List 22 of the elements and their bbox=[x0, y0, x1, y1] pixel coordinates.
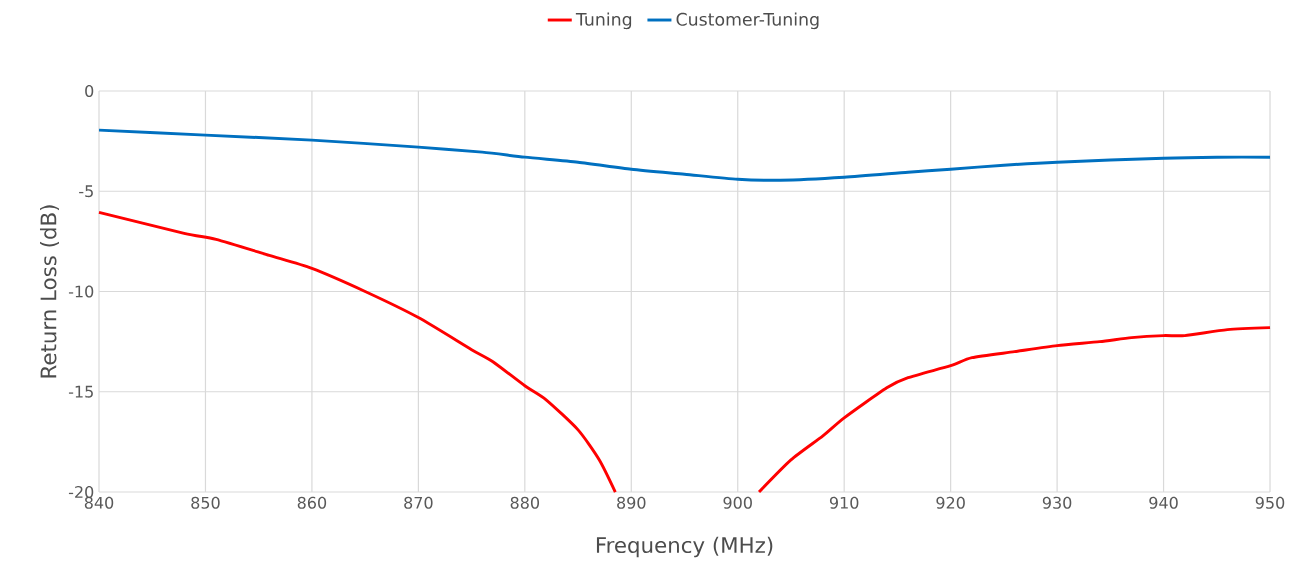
x-axis-title: Frequency (MHz) bbox=[596, 536, 773, 558]
x-tick-label: 930 bbox=[1042, 496, 1072, 509]
line-series bbox=[97, 128, 1272, 182]
x-tick-label: 950 bbox=[1255, 496, 1285, 509]
y-tick-label: 0 bbox=[85, 84, 94, 98]
x-tick-label: 870 bbox=[404, 496, 433, 509]
y-tick-label: -10 bbox=[68, 285, 94, 298]
y-tick-label: -15 bbox=[68, 385, 93, 398]
x-tick-label: 850 bbox=[191, 496, 220, 509]
y-tick-label: -5 bbox=[79, 185, 93, 198]
x-tick-label: 860 bbox=[297, 496, 327, 509]
y-axis-title: Return Loss (dB) bbox=[39, 205, 59, 378]
legend-label: Tuning bbox=[575, 12, 632, 30]
x-tick-label: 840 bbox=[84, 496, 114, 509]
x-tick-label: 900 bbox=[723, 496, 752, 509]
y-tick-label: -20 bbox=[68, 485, 94, 499]
legend-label: Customer-Tuning bbox=[676, 12, 819, 30]
x-tick-label: 890 bbox=[617, 496, 646, 509]
x-tick-label: 880 bbox=[510, 496, 540, 509]
x-tick-label: 910 bbox=[829, 496, 859, 509]
x-tick-label: 940 bbox=[1149, 496, 1178, 509]
x-tick-label: 920 bbox=[936, 496, 965, 509]
